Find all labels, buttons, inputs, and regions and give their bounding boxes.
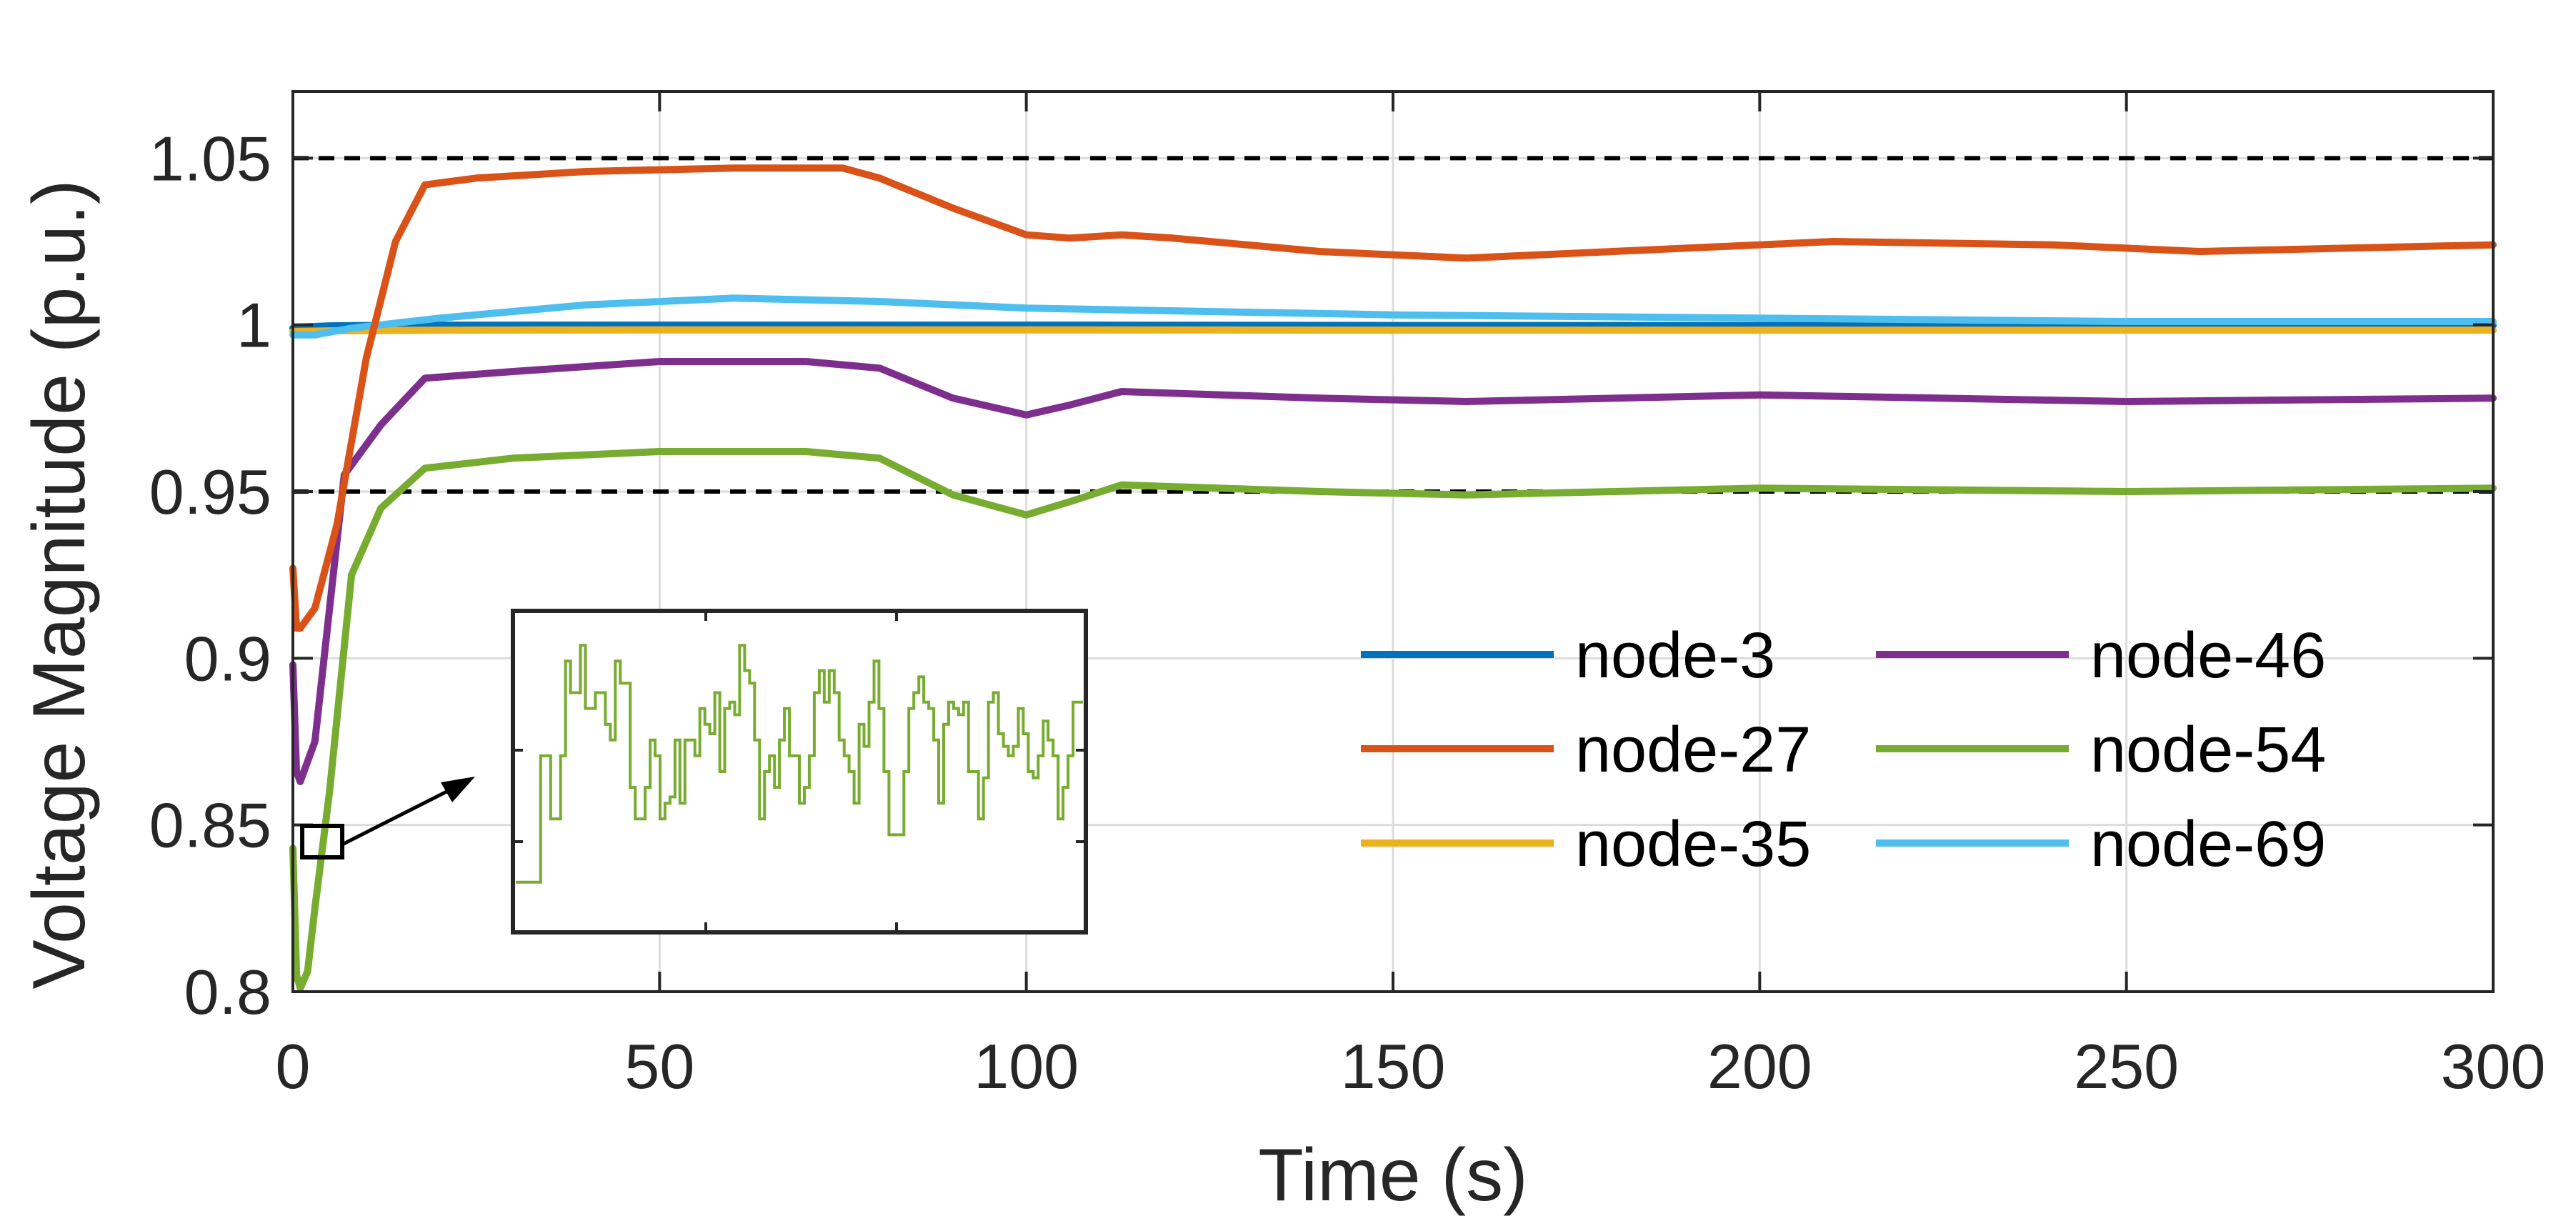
legend-label-node-46: node-46 <box>2090 620 2326 692</box>
y-tick-label: 0.8 <box>184 957 271 1027</box>
legend-label-node-3: node-3 <box>1575 620 1775 692</box>
x-axis-label: Time (s) <box>1258 1134 1527 1217</box>
y-axis-label: Voltage Magnitude (p.u.) <box>18 179 101 989</box>
x-tick-label: 100 <box>974 1031 1079 1102</box>
axis-ticks: 0 50 100 150 200 250 300 0.8 0.85 0.9 0.95 1 1.05 <box>149 91 2546 1102</box>
zoom-inset <box>300 609 1088 935</box>
y-tick-label: 1.05 <box>149 123 271 194</box>
series-line-node-46 <box>289 358 2497 785</box>
y-tick-label: 0.9 <box>184 623 271 694</box>
x-tick-label: 300 <box>2441 1031 2546 1102</box>
legend-label-node-27: node-27 <box>1575 714 1811 786</box>
series-line-node-35 <box>289 326 2497 335</box>
series-line-node-69 <box>289 294 2497 339</box>
legend-label-node-35: node-35 <box>1575 809 1811 880</box>
series-group <box>289 164 2497 992</box>
zoom-marker-box <box>300 824 345 859</box>
y-tick-label: 0.85 <box>149 790 271 861</box>
y-tick-label: 1 <box>236 290 271 361</box>
zoom-arrow-head <box>441 777 475 802</box>
series-line-node-27 <box>289 164 2497 632</box>
x-tick-label: 50 <box>624 1031 694 1102</box>
series-line-node-3 <box>289 322 2497 332</box>
x-tick-label: 200 <box>1707 1031 1812 1102</box>
legend-label-node-69: node-69 <box>2090 809 2326 880</box>
series-line-node-54 <box>289 448 2497 992</box>
y-tick-label: 0.95 <box>149 457 271 527</box>
x-tick-label: 0 <box>276 1031 311 1102</box>
x-tick-label: 150 <box>1341 1031 1446 1102</box>
zoom-arrow-line <box>341 784 458 847</box>
legend-label-node-54: node-54 <box>2090 714 2326 786</box>
x-tick-label: 250 <box>2074 1031 2179 1102</box>
legend: node-3 node-46 node-27 node-54 node-35 node-6… <box>1361 620 2326 880</box>
inset-series-line <box>516 644 1083 884</box>
